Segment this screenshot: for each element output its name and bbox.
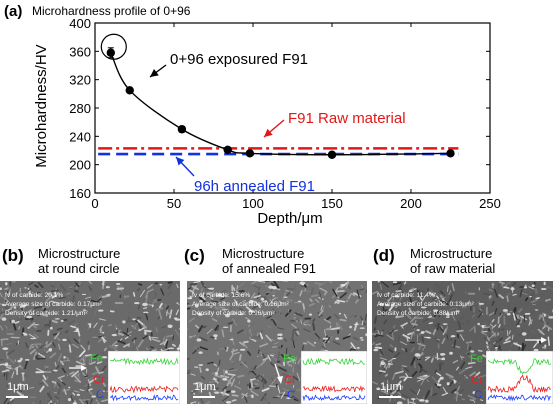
panel-d-title-line1: Microstructure	[410, 246, 493, 261]
hardness-chart: (a) Microhardness profile of 0+96 Microh…	[4, 3, 501, 227]
data-point	[177, 125, 187, 134]
panel-c-title-line2: of annealed F91	[222, 261, 316, 276]
annotation-arrow-exposured	[149, 64, 167, 78]
panel-c-title: Microstructure of annealed F91	[222, 246, 316, 276]
micrograph-c: fv of carbide: 15.6% Average size of car…	[187, 281, 367, 404]
ref-label-annealed: 96h annealed F91	[194, 178, 315, 195]
eds-d-arrow	[525, 337, 547, 343]
scale-bar-c	[193, 396, 215, 398]
eds-d-fe-label: Fe	[470, 353, 483, 365]
series-label-exposured: 0+96 exposured F91	[170, 51, 308, 68]
eds-inset-d	[486, 351, 553, 404]
x-axis-label: Depth/μm	[257, 210, 322, 227]
eds-d-cr-label: Cr	[471, 374, 483, 386]
panel-label-c: (c)	[184, 246, 205, 265]
annotation-arrow-annealed	[175, 156, 195, 177]
data-point	[446, 149, 455, 158]
panel-c-size: Average size of carbide: 0.16μm²	[192, 301, 289, 308]
data-point	[245, 149, 255, 158]
panel-b-title: Microstructure at round circle	[38, 246, 120, 276]
eds-inset-b	[108, 351, 180, 404]
y-tick-label: 200	[69, 158, 91, 173]
panel-c-density: Density of carbide: 0.96/μm²	[192, 310, 275, 317]
panel-d-title: Microstructure of raw material	[410, 246, 495, 276]
y-tick-label: 360	[69, 44, 91, 59]
micrograph-d: fv of carbide: 11.4% Average size of car…	[372, 281, 553, 404]
panel-c-title-line1: Microstructure	[222, 246, 305, 261]
panel-b-title-line1: Microstructure	[38, 246, 121, 261]
x-tick-label: 200	[400, 196, 422, 211]
panel-b-size: Average size of carbide: 0.17μm²	[5, 301, 102, 308]
eds-inset-c	[301, 351, 367, 404]
y-tick-label: 280	[69, 101, 91, 116]
annotation-arrow-raw	[263, 119, 285, 138]
y-axis-label: Microhardness/HV	[33, 44, 50, 167]
y-tick-label: 160	[69, 186, 91, 201]
scale-bar-d	[379, 396, 401, 398]
micrograph-b: fv of carbide: 20.1% Average size of car…	[0, 281, 180, 404]
data-point	[125, 86, 134, 95]
micrograph-d-texture	[372, 281, 553, 404]
x-tick-label: 150	[321, 196, 343, 211]
scale-bar-b	[6, 396, 28, 398]
panel-label-b: (b)	[2, 246, 24, 265]
panel-d-title-line2: of raw material	[410, 261, 496, 276]
eds-c-arrow	[274, 363, 283, 384]
scale-label-d: 1μm	[380, 381, 402, 393]
panel-d-fv: fv of carbide: 11.4%	[377, 292, 435, 299]
scale-label-b: 1μm	[7, 381, 29, 393]
panel-d-density: Density of carbide: 0.88/μm²	[377, 310, 460, 317]
eds-b-fe-label: Fe	[90, 353, 103, 365]
eds-c-c-label: C	[287, 389, 295, 401]
panel-label-d: (d)	[373, 246, 395, 265]
x-tick-label: 100	[242, 196, 264, 211]
y-tick-label: 320	[69, 73, 91, 88]
scale-label-c: 1μm	[194, 381, 216, 393]
eds-c-cr-label: Cr	[284, 374, 296, 386]
panel-b-density: Density of carbide: 1.21/μm²	[5, 310, 88, 317]
highlight-circle	[100, 33, 127, 60]
x-tick-label: 250	[479, 196, 501, 211]
eds-c-fe-label: Fe	[283, 353, 296, 365]
data-point	[106, 48, 116, 57]
x-tick-label: 0	[91, 196, 98, 211]
panel-c-fv: fv of carbide: 15.6%	[192, 292, 251, 299]
panel-d-size: Average size of carbide: 0.13μm²	[377, 301, 474, 308]
y-tick-label: 240	[69, 129, 91, 144]
panel-label-a: (a)	[4, 3, 22, 20]
eds-b-arrow	[69, 365, 87, 371]
data-point	[223, 145, 232, 154]
panel-b-title-line2: at round circle	[38, 261, 120, 276]
eds-b-c-label: C	[96, 389, 104, 401]
ref-label-raw: F91 Raw material	[288, 110, 406, 127]
chart-title: Microhardness profile of 0+96	[32, 4, 191, 18]
eds-b-cr-label: Cr	[93, 374, 105, 386]
y-tick-label: 400	[69, 16, 91, 31]
plot-frame	[94, 22, 491, 194]
panel-b-fv: fv of carbide: 20.1%	[5, 292, 64, 299]
data-point	[327, 150, 337, 159]
x-tick-label: 50	[167, 196, 181, 211]
eds-d-c-label: C	[474, 389, 482, 401]
